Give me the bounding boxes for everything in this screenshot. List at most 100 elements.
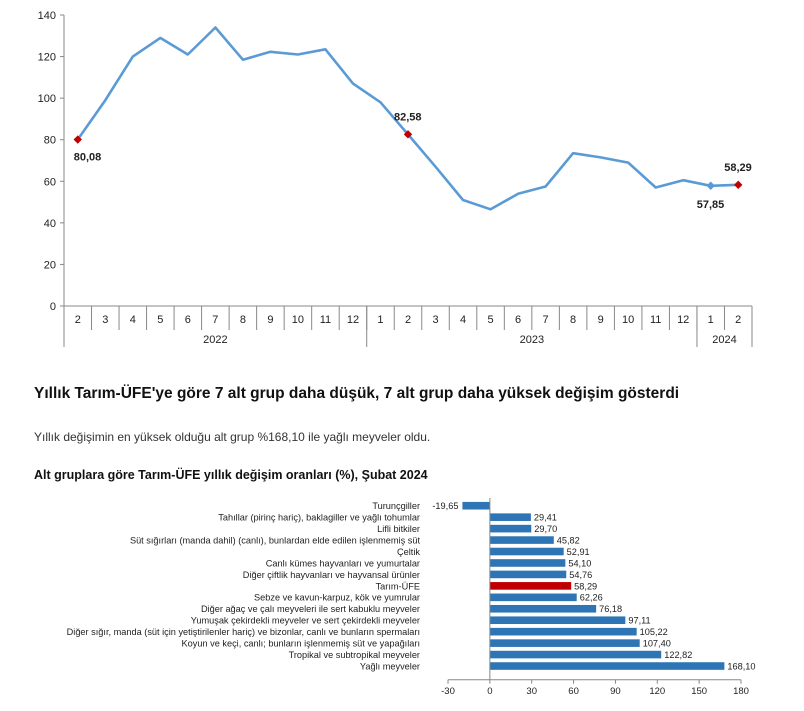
x-tick-label: 12 <box>347 314 359 326</box>
x-tick-label: 9 <box>598 314 604 326</box>
year-label: 2022 <box>203 334 227 346</box>
x-tick-label: 8 <box>240 314 246 326</box>
bar <box>489 604 597 613</box>
value-label: 29,70 <box>534 524 557 534</box>
bar-chart-axis <box>448 498 741 681</box>
data-point-marker <box>706 181 715 190</box>
bar-chart-title: Alt gruplara göre Tarım-ÜFE yıllık değiş… <box>34 468 428 482</box>
y-tick-label: 40 <box>44 218 56 230</box>
x-tick-label: 3 <box>432 314 438 326</box>
x-tick-label: 180 <box>733 686 749 697</box>
y-tick-label: 0 <box>50 301 56 313</box>
line-chart-data-labels: 80,08 82,58 57,85 58,29 <box>74 111 752 210</box>
value-label: 29,41 <box>534 513 557 523</box>
bar-chart-bars <box>462 501 725 670</box>
x-tick-label: 6 <box>185 314 191 326</box>
category-label: Diğer sığır, manda (süt için yetiştirile… <box>67 627 420 637</box>
category-label: Tahıllar (pirinç hariç), baklagiller ve … <box>218 513 420 523</box>
bar <box>489 616 626 625</box>
bar <box>489 593 577 602</box>
x-tick-label: 30 <box>526 686 537 697</box>
data-label: 80,08 <box>74 152 102 164</box>
x-tick-label: 8 <box>570 314 576 326</box>
category-label: Tropikal ve subtropikal meyveler <box>289 650 420 660</box>
x-tick-label: -30 <box>441 686 455 697</box>
category-label: Turunçgiller <box>372 501 420 511</box>
year-label: 2023 <box>520 334 544 346</box>
value-label: 168,10 <box>727 661 755 671</box>
bar <box>489 536 554 544</box>
category-label: Tarım-ÜFE <box>376 581 420 591</box>
bar <box>489 639 640 647</box>
value-label: 97,11 <box>628 616 650 626</box>
category-label: Koyun ve keçi, canlı; bunların işlenmemi… <box>182 639 420 649</box>
bar-chart: Turunçgiller Tahıllar (pirinç hariç), bak… <box>67 498 756 697</box>
bar <box>462 501 490 510</box>
line-chart-year-labels: 2022 2023 2024 <box>63 306 753 347</box>
value-label: 54,10 <box>568 558 591 568</box>
x-tick-label: 0 <box>487 686 492 697</box>
data-point-marker <box>73 135 82 144</box>
category-label: Lifli bitkiler <box>377 524 420 534</box>
data-point-marker <box>734 180 743 190</box>
value-label: 76,18 <box>599 604 622 614</box>
x-tick-label: 7 <box>212 314 218 326</box>
data-label: 57,85 <box>697 199 725 211</box>
value-label: 45,82 <box>557 535 580 545</box>
x-tick-label: 2 <box>75 314 81 326</box>
value-label: 58,29 <box>574 581 597 591</box>
x-tick-label: 5 <box>487 314 493 326</box>
y-tick-label: 140 <box>38 10 56 22</box>
category-label: Yumuşak çekirdekli meyveler ve sert çeki… <box>191 616 420 626</box>
x-tick-label: 120 <box>649 686 665 697</box>
category-label: Yağlı meyveler <box>360 661 420 671</box>
y-tick-label: 120 <box>38 52 56 64</box>
x-tick-label: 11 <box>650 314 661 326</box>
x-tick-label: 1 <box>377 314 383 326</box>
value-label: 54,76 <box>569 570 592 580</box>
bar <box>489 627 637 636</box>
line-chart-axes <box>63 15 752 307</box>
x-tick-label: 9 <box>267 314 273 326</box>
value-label: 105,22 <box>640 627 668 637</box>
x-tick-label: 4 <box>130 314 136 326</box>
x-tick-label: 5 <box>157 314 163 326</box>
x-tick-label: 90 <box>610 686 621 697</box>
bar <box>489 524 532 533</box>
value-label: 62,26 <box>580 593 603 603</box>
bar <box>489 570 567 579</box>
bar-chart-x-ticks: -30 0 30 60 90 120 150 180 <box>441 679 749 697</box>
x-tick-label: 7 <box>543 314 549 326</box>
x-tick-label: 3 <box>102 314 108 326</box>
y-tick-label: 20 <box>44 259 56 271</box>
x-tick-label: 10 <box>292 314 304 326</box>
x-tick-label: 2 <box>405 314 411 326</box>
data-label: 58,29 <box>724 162 752 174</box>
bar <box>489 662 725 670</box>
x-tick-label: 10 <box>622 314 634 326</box>
category-label: Canlı kümes hayvanları ve yumurtalar <box>266 558 420 568</box>
value-label: 52,91 <box>567 547 590 557</box>
data-point-marker <box>403 130 413 139</box>
section-paragraph: Yıllık değişimin en yüksek olduğu alt gr… <box>34 430 431 444</box>
x-tick-label: 12 <box>677 314 689 326</box>
value-label: 107,40 <box>643 639 671 649</box>
bar <box>489 559 566 567</box>
category-label: Sebze ve kavun-karpuz, kök ve yumrular <box>254 593 420 603</box>
bar <box>489 513 531 521</box>
category-label: Diğer çiftlik hayvanları ve hayvansal ür… <box>243 570 420 580</box>
line-chart-x-ticks: 2 3 4 5 6 7 8 9 10 11 12 1 2 3 4 5 6 7 8 9 10 11 12 1 2 <box>63 306 753 330</box>
bar-chart-category-labels: Turunçgiller Tahıllar (pirinç hariç), bak… <box>67 501 421 671</box>
y-tick-label: 80 <box>44 135 56 147</box>
x-tick-label: 150 <box>691 686 707 697</box>
data-label: 82,58 <box>394 111 422 123</box>
x-tick-label: 4 <box>460 314 466 326</box>
y-tick-label: 60 <box>44 176 56 188</box>
value-label: 122,82 <box>664 650 692 660</box>
category-label: Çeltik <box>397 547 420 557</box>
x-tick-label: 6 <box>515 314 521 326</box>
line-chart-markers <box>73 130 743 190</box>
x-tick-label: 1 <box>708 314 714 326</box>
